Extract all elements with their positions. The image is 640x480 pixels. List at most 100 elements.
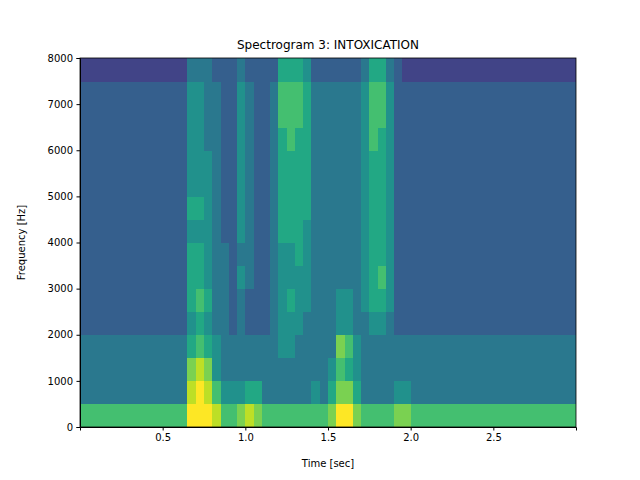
cell	[336, 127, 345, 151]
cell	[303, 173, 312, 197]
cell	[171, 266, 180, 290]
cell	[303, 219, 312, 243]
cell	[187, 404, 196, 427]
cell	[485, 173, 494, 197]
cell	[311, 127, 320, 151]
cell	[518, 289, 527, 313]
cell	[146, 404, 155, 427]
cell	[187, 358, 196, 382]
cell	[163, 150, 172, 174]
cell	[320, 150, 329, 174]
cell	[543, 173, 552, 197]
cell	[452, 312, 461, 336]
cell	[270, 196, 279, 220]
cell	[237, 312, 246, 336]
cell	[444, 127, 453, 151]
cell	[386, 104, 395, 128]
cell	[88, 335, 97, 359]
cell	[411, 104, 420, 128]
cell	[179, 335, 188, 359]
cell	[526, 173, 535, 197]
cell	[163, 312, 172, 336]
cell	[130, 219, 139, 243]
cell	[460, 173, 469, 197]
y-axis-title: Frequency [Hz]	[16, 205, 27, 281]
cell	[535, 266, 544, 290]
cell	[336, 150, 345, 174]
cell	[311, 266, 320, 290]
cell	[245, 127, 254, 151]
cell	[320, 289, 329, 313]
cell	[88, 196, 97, 220]
cell	[146, 243, 155, 267]
cell	[419, 266, 428, 290]
cell	[353, 219, 362, 243]
cell	[452, 127, 461, 151]
cell	[485, 335, 494, 359]
cell	[559, 289, 568, 313]
cell	[179, 127, 188, 151]
cell	[121, 219, 130, 243]
cell	[460, 312, 469, 336]
cell	[121, 81, 130, 105]
cell	[493, 381, 502, 405]
cell	[353, 150, 362, 174]
cell	[179, 173, 188, 197]
cell	[551, 335, 560, 359]
cell	[328, 150, 337, 174]
cell	[526, 196, 535, 220]
cell	[320, 127, 329, 151]
cell	[353, 196, 362, 220]
cell	[187, 289, 196, 313]
cell	[196, 58, 205, 82]
cell	[196, 335, 205, 359]
cell	[477, 358, 486, 382]
cell	[229, 335, 238, 359]
cell	[88, 81, 97, 105]
cell	[179, 81, 188, 105]
cell	[311, 81, 320, 105]
cell	[121, 312, 130, 336]
cell	[419, 81, 428, 105]
cell	[270, 404, 279, 427]
cell	[435, 58, 444, 82]
cell	[262, 150, 271, 174]
cell	[154, 58, 163, 82]
cell	[378, 289, 387, 313]
cell	[278, 196, 287, 220]
cell	[212, 173, 221, 197]
cell	[353, 381, 362, 405]
plot-area: 0.51.01.52.02.50100020003000400050006000…	[48, 53, 577, 443]
cell	[419, 127, 428, 151]
cell	[394, 243, 403, 267]
cell	[477, 335, 486, 359]
cell	[411, 335, 420, 359]
cell	[146, 104, 155, 128]
cell	[245, 404, 254, 427]
cell	[254, 243, 263, 267]
cell	[345, 104, 354, 128]
cell	[328, 312, 337, 336]
tick: 5000	[48, 191, 80, 202]
cell	[262, 58, 271, 82]
cell	[493, 219, 502, 243]
cell	[295, 312, 304, 336]
cell	[411, 266, 420, 290]
cell	[477, 196, 486, 220]
cell	[196, 173, 205, 197]
cell	[278, 243, 287, 267]
cell	[361, 173, 370, 197]
tick-label: 2.0	[403, 432, 419, 443]
cell	[402, 173, 411, 197]
cell	[502, 58, 511, 82]
cell	[493, 127, 502, 151]
cell	[278, 381, 287, 405]
cell	[402, 358, 411, 382]
cell	[204, 335, 213, 359]
cell	[394, 173, 403, 197]
cell	[369, 219, 378, 243]
cell	[121, 404, 130, 427]
cell	[237, 335, 246, 359]
cell	[444, 289, 453, 313]
cell	[295, 243, 304, 267]
